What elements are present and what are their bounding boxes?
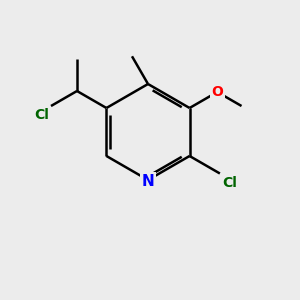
Text: Cl: Cl xyxy=(222,176,237,190)
Text: O: O xyxy=(211,85,223,99)
Text: Cl: Cl xyxy=(34,108,49,122)
Text: N: N xyxy=(142,173,154,188)
